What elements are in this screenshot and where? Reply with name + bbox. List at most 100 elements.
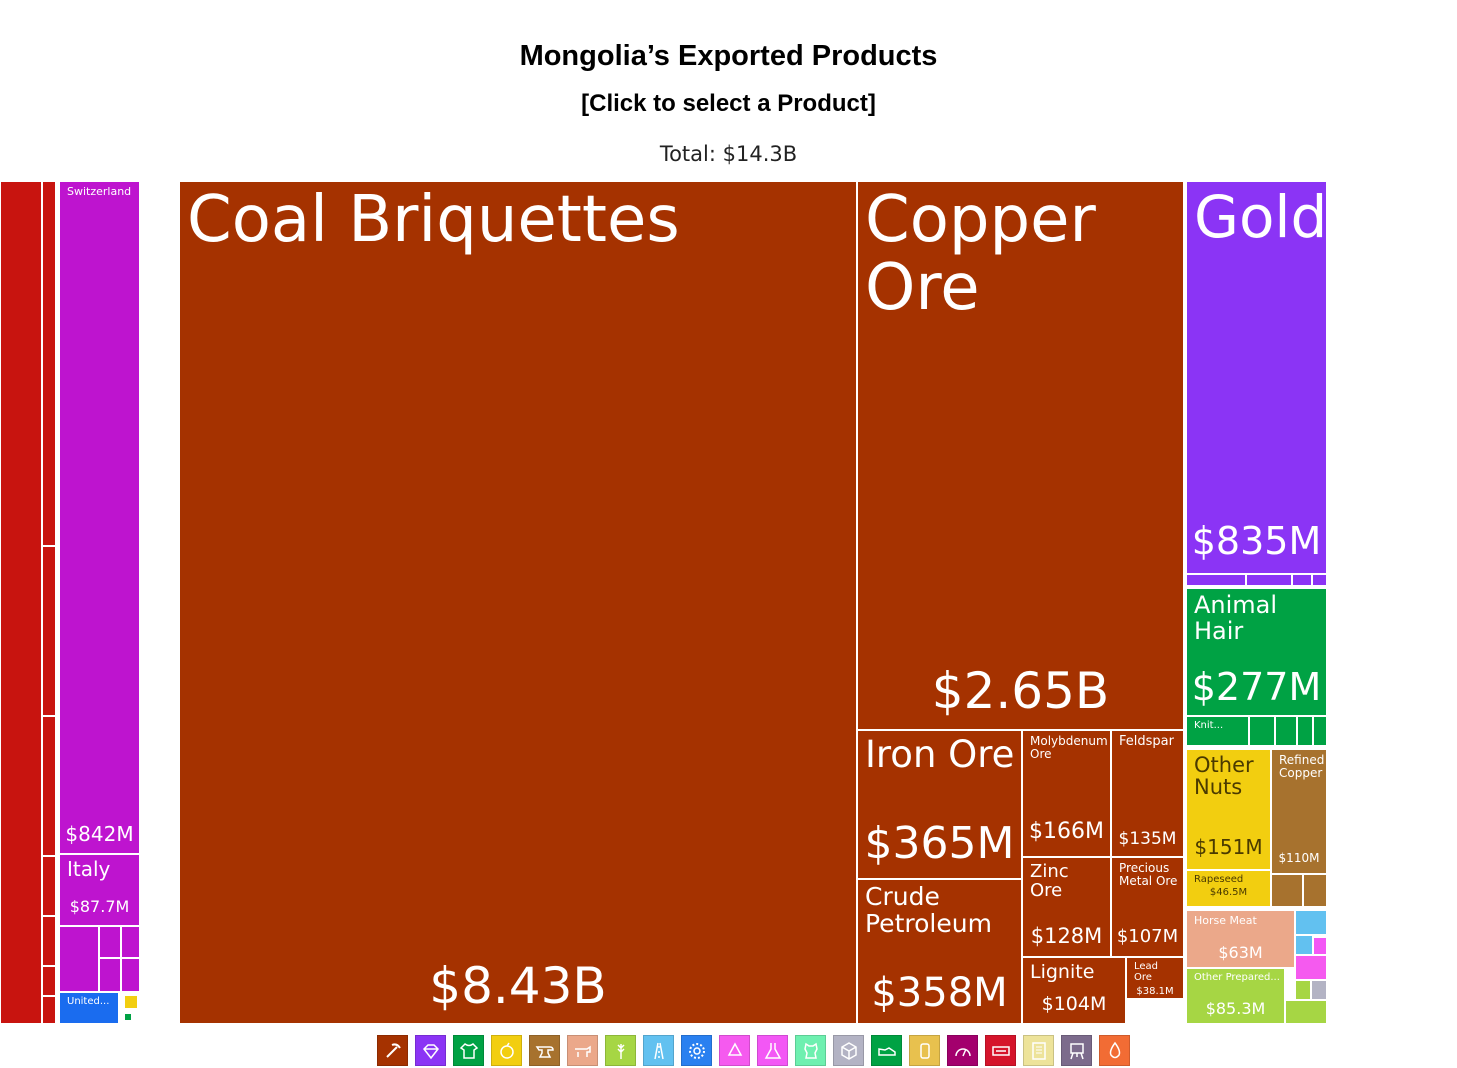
tile-lead-ore[interactable]: Lead Ore $38.1M: [1126, 957, 1184, 999]
tile-value: $87.7M: [69, 897, 130, 916]
tile-small-product[interactable]: [42, 966, 56, 996]
tile-value: $2.65B: [931, 662, 1110, 720]
animal-products-icon[interactable]: [567, 1035, 598, 1066]
transportation-icon[interactable]: [643, 1035, 674, 1066]
tile-lignite[interactable]: Lignite $104M: [1022, 957, 1126, 1024]
chemical-products-icon[interactable]: [757, 1035, 788, 1066]
tile-zinc-ore[interactable]: Zinc Ore $128M: [1022, 857, 1111, 957]
tile-small-product[interactable]: [42, 916, 56, 966]
tile-label: Coal Briquettes: [187, 183, 680, 257]
tile-value: $85.3M: [1205, 999, 1266, 1018]
tile-small-product[interactable]: [1271, 874, 1303, 907]
tile-label: Lignite: [1030, 961, 1095, 983]
tile-value: $842M: [65, 822, 134, 846]
vegetable-products-icon[interactable]: [491, 1035, 522, 1066]
tile-horse-meat[interactable]: Horse Meat $63M: [1186, 910, 1295, 968]
tile-small-product[interactable]: [121, 958, 140, 992]
tile-other-nuts[interactable]: Other Nuts $151M: [1186, 749, 1271, 870]
tile-coal-briquettes[interactable]: Coal Briquettes $8.43B: [179, 181, 857, 1024]
tile-small-product[interactable]: [1186, 574, 1246, 586]
tile-small-product[interactable]: [1313, 937, 1327, 955]
tile-iron-ore[interactable]: Iron Ore $365M: [857, 730, 1022, 879]
foodstuffs-icon[interactable]: [605, 1035, 636, 1066]
tile-small-product[interactable]: [0, 181, 42, 1024]
wood-products-icon[interactable]: [909, 1035, 940, 1066]
tile-feldspar[interactable]: Feldspar $135M: [1111, 730, 1184, 857]
total-label: Total: $14.3B: [659, 142, 798, 166]
tile-small-product[interactable]: [42, 546, 56, 716]
tile-label: Animal Hair: [1194, 591, 1278, 645]
plastics-and-rubbers-icon[interactable]: [719, 1035, 750, 1066]
tile-small-product[interactable]: [42, 856, 56, 916]
tile-small-product[interactable]: [1297, 716, 1313, 746]
tile-small-product[interactable]: [1311, 980, 1327, 1000]
tile-small-product[interactable]: [1303, 874, 1327, 907]
chart-subtitle[interactable]: [Click to select a Product]: [581, 90, 876, 117]
tile-label: Italy: [67, 857, 111, 881]
tile-label: Gold: [1194, 183, 1327, 251]
tile-gold[interactable]: Gold $835M: [1186, 181, 1327, 574]
metals-icon[interactable]: [529, 1035, 560, 1066]
tile-small-product[interactable]: [99, 926, 121, 958]
tile-label: Molybdenum Ore: [1030, 734, 1108, 761]
tile-rapeseed[interactable]: Rapeseed $46.5M: [1186, 870, 1271, 907]
paper-goods-icon[interactable]: [1023, 1035, 1054, 1066]
tile-small-product[interactable]: [124, 995, 138, 1009]
tile-refined-copper[interactable]: Refined Copper $110M: [1271, 749, 1327, 874]
tile-molybdenum-ore[interactable]: Molybdenum Ore $166M: [1022, 730, 1111, 857]
tile-label: Feldspar: [1119, 734, 1174, 749]
textiles-icon[interactable]: [453, 1035, 484, 1066]
tile-italy[interactable]: Italy $87.7M: [59, 854, 140, 926]
stone-and-glass-icon[interactable]: [833, 1035, 864, 1066]
tile-label: United...: [67, 996, 110, 1007]
tile-small-product[interactable]: [99, 958, 121, 992]
mineral-products-icon[interactable]: [377, 1035, 408, 1066]
machines-icon[interactable]: [681, 1035, 712, 1066]
miscellaneous-icon[interactable]: [985, 1035, 1016, 1066]
tile-small-product[interactable]: [1312, 574, 1327, 586]
tile-small-product[interactable]: [1295, 910, 1327, 935]
tile-value: $38.1M: [1136, 986, 1174, 997]
tile-small-product[interactable]: [1285, 1000, 1327, 1024]
precious-metals-icon[interactable]: [415, 1035, 446, 1066]
tile-value: $358M: [871, 970, 1008, 1016]
tile-small-product[interactable]: [1295, 955, 1327, 980]
tile-small-product[interactable]: [59, 926, 99, 992]
tile-label: Refined Copper: [1279, 753, 1325, 780]
animal-and-vegetable-bi-products-icon[interactable]: [1099, 1035, 1130, 1066]
tile-crude-petroleum[interactable]: Crude Petroleum $358M: [857, 879, 1022, 1024]
tile-small-product[interactable]: [42, 181, 56, 546]
tile-small-product[interactable]: [1295, 980, 1311, 1000]
tile-value: $8.43B: [429, 957, 607, 1015]
tile-small-product[interactable]: [1292, 574, 1312, 586]
tile-label: Knit...: [1194, 720, 1224, 731]
animal-hides-icon[interactable]: [795, 1035, 826, 1066]
tile-label: Zinc Ore: [1030, 861, 1069, 902]
arts-and-antiques-icon[interactable]: [1061, 1035, 1092, 1066]
tile-small-product[interactable]: [124, 1013, 132, 1021]
tile-small-product[interactable]: [1275, 716, 1297, 746]
tile-small-product[interactable]: [1249, 716, 1275, 746]
tile-value: $166M: [1029, 819, 1104, 844]
footwear-and-headwear-icon[interactable]: [871, 1035, 902, 1066]
tile-value: $835M: [1191, 519, 1322, 563]
tile-switzerland[interactable]: Switzerland $842M: [59, 181, 140, 854]
tile-value: $151M: [1194, 835, 1263, 859]
tile-precious-metal-ore[interactable]: Precious Metal Ore $107M: [1111, 857, 1184, 957]
tile-united[interactable]: United...: [59, 992, 119, 1024]
tile-small-product[interactable]: [121, 926, 140, 958]
tile-knit[interactable]: Knit...: [1186, 716, 1249, 746]
tile-small-product[interactable]: [42, 996, 56, 1024]
tile-label: Horse Meat: [1194, 914, 1257, 927]
chart-title: Mongolia’s Exported Products: [519, 40, 938, 72]
tile-small-product[interactable]: [1295, 935, 1313, 955]
tile-value: $365M: [864, 818, 1015, 869]
tile-value: $110M: [1278, 851, 1320, 865]
tile-copper-ore[interactable]: Copper Ore $2.65B: [857, 181, 1184, 730]
tile-small-product[interactable]: [42, 716, 56, 856]
instruments-icon[interactable]: [947, 1035, 978, 1066]
tile-animal-hair[interactable]: Animal Hair $277M: [1186, 588, 1327, 716]
tile-other-prepared[interactable]: Other Prepared... $85.3M: [1186, 968, 1285, 1024]
tile-small-product[interactable]: [1313, 716, 1327, 746]
tile-small-product[interactable]: [1246, 574, 1292, 586]
